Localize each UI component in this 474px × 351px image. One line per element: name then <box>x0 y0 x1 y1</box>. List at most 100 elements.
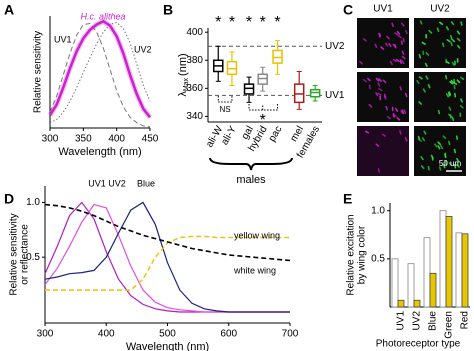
series-label: H.c. alithea <box>80 11 125 21</box>
group-label: males <box>236 174 266 186</box>
scale-bar-label: 50 um <box>439 159 462 168</box>
speckle <box>420 156 424 161</box>
panel-letter: A <box>4 2 14 18</box>
speckle <box>439 21 444 26</box>
reference-label: UV1 <box>325 90 345 101</box>
speckle <box>448 140 451 146</box>
x-tick-label: 350 <box>75 134 92 145</box>
speckle <box>418 76 423 80</box>
x-axis-label: Wavelength (nm) <box>126 341 209 351</box>
speckle <box>460 76 465 80</box>
speckle <box>446 39 451 43</box>
speckle <box>438 166 442 171</box>
speckle <box>424 62 428 68</box>
column-label: UV1 <box>373 4 393 15</box>
x-tick-label: UV1 <box>396 311 407 331</box>
bar <box>397 299 405 308</box>
speckle <box>422 88 426 93</box>
speckle <box>447 92 451 97</box>
significance-label: * <box>274 14 280 31</box>
speckle <box>362 38 367 42</box>
speckle <box>386 35 390 40</box>
significance-label: * <box>246 14 252 31</box>
speckle <box>377 168 380 173</box>
speckle <box>416 79 420 85</box>
speckle <box>421 137 426 142</box>
x-tick-label: 450 <box>142 134 159 145</box>
speckle <box>440 145 444 150</box>
y-label-unit: (nm) <box>177 53 189 76</box>
speckle <box>368 103 373 108</box>
speckle <box>405 29 408 35</box>
significance-label: * <box>215 14 221 31</box>
speckle <box>378 78 382 82</box>
speckle <box>442 135 447 139</box>
series-line <box>44 203 290 313</box>
y-tick-label: 1.0 <box>26 197 40 208</box>
series-label: white wing <box>233 265 276 275</box>
speckle <box>367 77 371 82</box>
speckle <box>453 81 458 86</box>
x-tick-label: pac <box>267 124 285 143</box>
speckle <box>375 92 379 97</box>
speckle <box>456 158 460 163</box>
speckle <box>445 93 449 98</box>
speckle <box>448 91 452 96</box>
series-line <box>48 19 151 119</box>
speckle <box>437 109 441 115</box>
speckle <box>456 37 461 42</box>
series-line <box>44 201 290 313</box>
speckle <box>362 78 367 83</box>
speckle <box>385 105 388 111</box>
speckle <box>456 30 461 35</box>
speckle <box>404 92 408 98</box>
speckle <box>425 75 429 80</box>
speckle <box>380 46 385 50</box>
speckle <box>456 163 460 168</box>
speckle <box>434 143 438 148</box>
y-tick-label: 400 <box>186 27 203 38</box>
speckle <box>419 20 423 25</box>
bar <box>455 232 463 308</box>
speckle <box>437 141 442 146</box>
speckle <box>396 30 401 35</box>
speckle <box>389 60 393 66</box>
speckle <box>418 138 422 142</box>
speckle <box>401 22 405 27</box>
speckle <box>453 148 456 154</box>
speckle <box>450 41 453 47</box>
y-tick-label: 380 <box>186 55 203 66</box>
speckle <box>377 82 381 87</box>
micrograph <box>357 72 409 122</box>
speckle <box>444 153 447 159</box>
speckle <box>401 50 405 55</box>
bar <box>439 210 447 308</box>
bar <box>407 263 415 308</box>
x-tick-label: 300 <box>37 329 54 340</box>
speckle <box>420 165 425 169</box>
speckle <box>375 143 380 147</box>
speckle <box>457 44 461 49</box>
comparison-bracket <box>248 104 279 111</box>
x-axis-label: Photoreceptor type <box>376 339 461 350</box>
y-axis-label: or reflectance <box>20 224 31 285</box>
speckle <box>459 104 464 109</box>
speckle <box>391 22 394 28</box>
speckle <box>451 38 456 43</box>
speckle <box>456 79 461 84</box>
panel-letter: B <box>163 2 173 18</box>
series-line <box>44 201 290 313</box>
speckle <box>359 60 363 65</box>
y-axis-label: Relative sensitivity <box>33 31 44 113</box>
y-tick-label: 1.0 <box>371 205 385 216</box>
speckle <box>396 117 401 121</box>
x-tick-label: Red <box>460 311 471 329</box>
speckle <box>392 58 397 63</box>
speckle <box>377 92 382 96</box>
speckle <box>450 34 453 40</box>
significance-label: * <box>260 14 266 31</box>
speckle <box>387 115 391 120</box>
speckle <box>423 130 427 135</box>
speckle <box>401 60 405 65</box>
